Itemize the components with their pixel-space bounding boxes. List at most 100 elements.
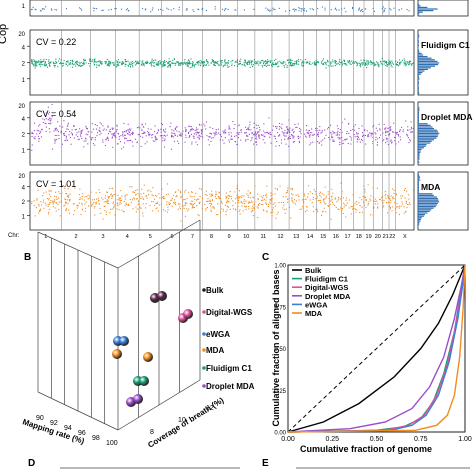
copy-number-point [247,128,249,130]
copy-number-point [68,209,70,211]
copy-number-point [129,128,131,130]
copy-number-point [102,9,104,11]
copy-number-point [276,188,278,190]
copy-number-point [360,10,362,12]
copy-number-point [240,129,242,131]
copy-number-point [288,119,290,121]
copy-number-point [240,202,242,204]
copy-number-point [345,63,347,65]
copy-number-point [122,211,124,213]
copy-number-point [151,61,153,63]
histogram-bar [418,65,436,67]
copy-number-point [327,206,329,208]
copy-number-point [256,132,258,134]
copy-number-point [253,208,255,210]
copy-number-point [401,8,403,10]
copy-number-point [230,135,232,137]
copy-number-point [39,10,41,12]
copy-number-point [334,60,336,62]
copy-number-point [409,139,411,141]
histogram-bar [418,199,439,201]
copy-number-point [289,64,291,66]
copy-number-point [182,206,184,208]
copy-number-point [193,64,195,66]
copy-number-point [255,62,257,64]
copy-number-point [354,202,356,204]
copy-number-point [282,201,284,203]
copy-number-point [44,122,46,124]
copy-number-point [394,132,396,134]
copy-number-point [262,209,264,211]
copy-number-point [94,205,96,207]
copy-number-point [387,212,389,214]
copy-number-point [277,62,279,64]
copy-number-point [56,198,58,200]
copy-number-point [191,127,193,129]
copy-number-point [54,195,56,197]
histogram-bar [418,110,420,112]
copy-number-point [365,143,367,145]
copy-number-point [385,134,387,136]
copy-number-point [350,143,352,145]
copy-number-point [341,61,343,63]
copy-number-point [39,124,41,126]
copy-number-point [161,64,163,66]
copy-number-point [225,64,227,66]
copy-number-point [191,207,193,209]
copy-number-point [283,204,285,206]
copy-number-point [185,129,187,131]
copy-number-point [286,65,288,67]
copy-number-point [71,134,73,136]
copy-number-point [190,204,192,206]
copy-number-point [402,195,404,197]
copy-number-point [112,128,114,130]
copy-number-point [197,136,199,138]
copy-number-point [284,138,286,140]
copy-number-point [62,133,64,135]
copy-number-point [91,131,93,133]
copy-number-point [73,203,75,205]
histogram-bar [418,56,428,58]
histogram-bar [418,123,428,125]
copy-number-point [71,133,73,135]
copy-number-point [57,203,59,205]
copy-number-point [33,200,35,202]
copy-number-point [292,128,294,130]
copy-number-point [108,203,110,205]
copy-number-point [98,64,100,66]
copy-number-point [361,8,363,10]
copy-number-point [286,126,288,128]
copy-number-point [315,208,317,210]
copy-number-point [189,135,191,137]
copy-number-point [154,135,156,137]
copy-number-point [233,128,235,130]
panel-letter-c: C [262,252,269,263]
copy-number-point [304,211,306,213]
copy-number-point [244,205,246,207]
copy-number-point [186,208,188,210]
copy-number-point [118,64,120,66]
copy-number-point [93,10,95,12]
copy-number-point [159,197,161,199]
copy-number-point [375,139,377,141]
copy-number-point [162,63,164,65]
copy-number-point [98,129,100,131]
copy-number-point [54,66,56,68]
panel-letter-d: D [28,458,35,469]
copy-number-point [128,131,130,133]
copy-number-point [322,139,324,141]
copy-number-point [267,9,269,11]
copy-number-point [270,202,272,204]
copy-number-point [212,60,214,62]
histogram-bar [418,91,419,93]
lorenz-line [287,264,466,433]
copy-number-point [179,208,181,210]
copy-number-point [356,62,358,64]
copy-number-point [98,65,100,67]
copy-number-point [389,206,391,208]
copy-number-point [48,211,50,213]
histogram-bar [418,174,419,176]
copy-number-point [251,132,253,134]
copy-number-point [308,130,310,132]
copy-number-point [131,61,133,63]
